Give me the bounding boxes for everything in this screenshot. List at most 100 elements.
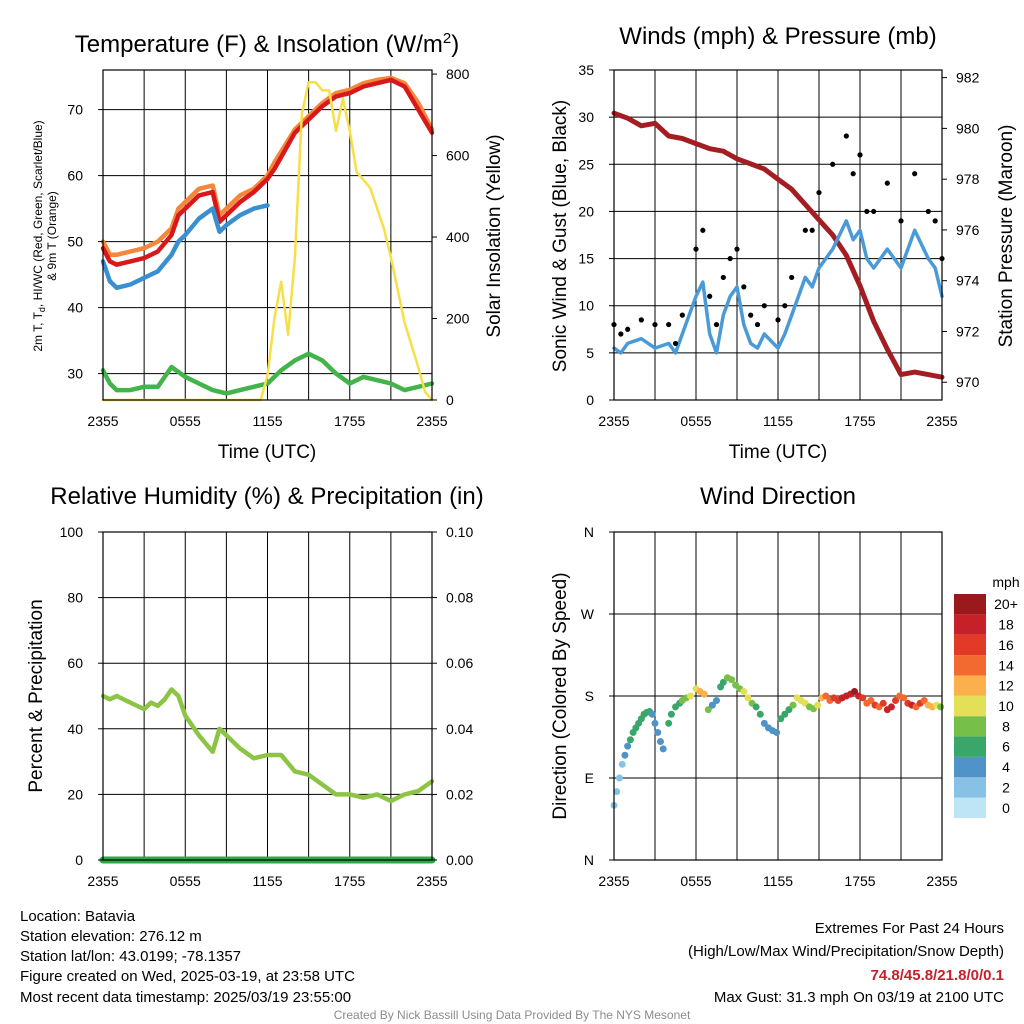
direction-point [708, 701, 716, 709]
direction-point [789, 701, 797, 709]
x-tick-label: 1155 [252, 413, 282, 429]
gust-point [679, 312, 685, 318]
y2-tick-label: 400 [446, 229, 470, 245]
y-tick-label: 10 [578, 298, 594, 314]
extremes-values: 74.8/45.8/21.8/0/0.1 [871, 967, 1004, 984]
direction-point [687, 692, 695, 700]
footer-location: Location: Batavia [20, 908, 136, 925]
winds-axes: 2355 0555 1155 1755 235505101520253035970972… [578, 62, 979, 429]
temperature-xlabel: Time (UTC) [218, 442, 317, 463]
gust-point [761, 303, 767, 309]
direction-point [648, 710, 656, 718]
y-tick-label: 100 [60, 524, 84, 540]
colorbar-swatch [954, 716, 986, 737]
direction-point [740, 687, 748, 695]
y-tick-label: 35 [578, 62, 594, 78]
extremes-title: Extremes For Past 24 Hours [815, 920, 1004, 937]
direction-point [814, 701, 822, 709]
winds-y2label: Station Pressure (Maroon) [996, 125, 1017, 348]
humidity-ylabel: Percent & Precipitation [26, 599, 47, 792]
y2-tick-label: 976 [956, 222, 980, 238]
direction-point [892, 697, 900, 705]
direction-point [613, 788, 621, 796]
gust-point [871, 208, 877, 215]
direction-point [879, 699, 887, 707]
colorbar-label: 14 [998, 657, 1014, 673]
hiwc-line [100, 203, 270, 291]
direction-point [621, 751, 629, 759]
direction-point [651, 719, 659, 727]
direction-point [667, 710, 675, 718]
direction-series [610, 674, 945, 809]
colorbar-label: 20+ [994, 596, 1018, 612]
y2-tick-label: 0 [446, 392, 454, 408]
direction-point [756, 710, 764, 718]
gust-point [618, 331, 624, 337]
x-tick-label: 2355 [926, 413, 957, 429]
gust-point [652, 321, 658, 328]
gust-point [864, 208, 870, 215]
colorbar-label: 18 [998, 617, 1014, 633]
y-tick-label: 30 [578, 109, 594, 125]
colorbar-label: 16 [998, 637, 1014, 653]
wind-line [612, 219, 944, 355]
footer-created: Figure created on Wed, 2025-03-19, at 23… [20, 968, 355, 985]
temperature-axes: 2355 0555 1155 1755 2355 30 40 50 60 70 0 200 400 600… [67, 66, 469, 429]
humidity-axes: 2355 0555 1155 1755 23550204060801000.000.02… [60, 524, 474, 889]
direction-point [822, 692, 830, 700]
direction-point [713, 697, 720, 705]
gust-point [672, 340, 679, 347]
x-tick-label: 0555 [680, 873, 711, 889]
y-tick-label: 70 [67, 102, 83, 118]
winds-grid [613, 69, 943, 401]
temperature-title: Temperature (F) & Insolation (W/m2) [75, 30, 459, 58]
direction-point [937, 703, 945, 711]
winds-xlabel: Time (UTC) [729, 442, 828, 463]
gust-point [816, 189, 822, 196]
x-tick-label: 1755 [844, 413, 875, 429]
winds-series [611, 110, 945, 380]
plot-frame [613, 69, 943, 401]
x-tick-label: 1155 [763, 873, 793, 889]
rh-line [100, 687, 435, 804]
y-tick-label: 30 [67, 366, 83, 382]
temperature-ylabel-line2: & 9m T (Orange) [45, 191, 59, 281]
y2-tick-label: 800 [446, 66, 470, 82]
y2-tick-label: 972 [956, 323, 980, 339]
direction-point [867, 697, 875, 705]
colorbar-swatch [954, 736, 986, 757]
direction-point [900, 694, 908, 702]
td-line [100, 351, 435, 396]
gust-point [748, 312, 754, 318]
y2-tick-label: 978 [956, 171, 980, 187]
t2m-line [100, 77, 435, 267]
direction-point [659, 745, 667, 753]
x-tick-label: 2355 [926, 873, 957, 889]
gust-point [734, 246, 740, 252]
gust-point [843, 133, 849, 139]
direction-point [656, 738, 664, 746]
y-tick-label: 50 [67, 234, 83, 250]
gust-point [625, 326, 631, 332]
y2-tick-label: 0.06 [446, 655, 473, 671]
direction-point [626, 736, 634, 744]
colorbar-label: 2 [1002, 779, 1010, 795]
y2-tick-label: 974 [956, 273, 980, 289]
colorbar-label: 12 [998, 678, 1014, 694]
x-tick-label: 1755 [334, 413, 365, 429]
y-tick-label: 5 [586, 345, 594, 361]
y-tick-label: 15 [578, 251, 594, 267]
direction-point [728, 676, 736, 684]
temperature-grid [102, 70, 433, 400]
gust-point [830, 161, 836, 167]
colorbar-swatch [954, 634, 986, 656]
y-tick-label: E [585, 770, 594, 786]
y-tick-label: 60 [67, 168, 83, 184]
colorbar-title: mph [992, 574, 1019, 590]
humidity-title: Relative Humidity (%) & Precipitation (i… [50, 483, 483, 510]
gust-point [693, 246, 699, 252]
y2-tick-label: 0.02 [446, 786, 473, 802]
y-tick-label: 60 [67, 655, 83, 671]
x-tick-label: 0555 [680, 413, 711, 429]
